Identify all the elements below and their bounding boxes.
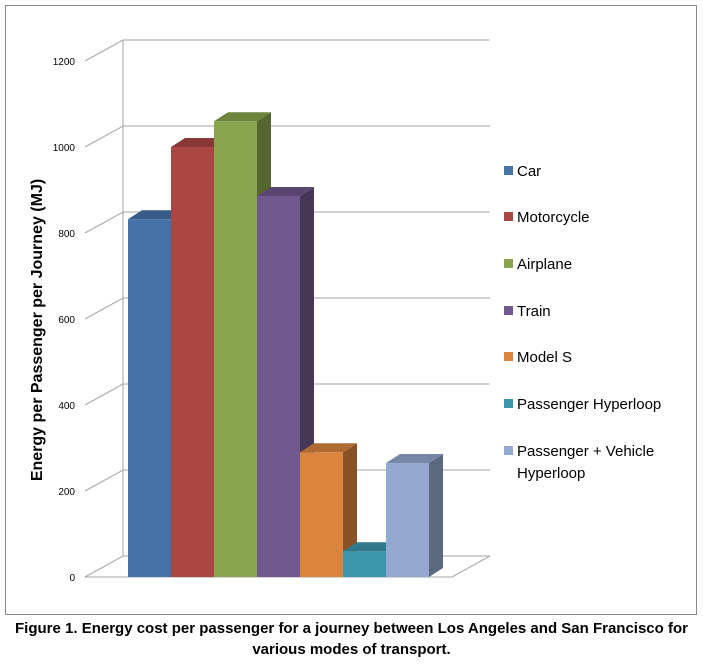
bars: [128, 112, 443, 578]
caption-line-2: various modes of transport.: [252, 641, 451, 658]
legend-label: Passenger + Vehicle: [517, 443, 654, 460]
y-tick-label: 1000: [53, 143, 76, 154]
legend-item: Passenger + Vehicle Hyperloop: [504, 443, 654, 482]
energy-bar-chart: 0 200 400 600 800 1000 1200 Car Motorcycle Airpl…: [29, 39, 661, 584]
figure-caption: Figure 1. Energy cost per passenger for …: [0, 618, 703, 660]
y-axis-label: Energy per Passenger per Journey (MJ): [29, 179, 46, 481]
legend-swatch: [504, 399, 513, 408]
y-tick-label: 800: [58, 229, 75, 240]
legend-label: Airplane: [517, 256, 572, 273]
gridline: [84, 125, 490, 148]
legend-swatch: [504, 166, 513, 175]
legend-label: Passenger Hyperloop: [517, 396, 661, 413]
legend-label: Hyperloop: [517, 465, 585, 482]
legend-item: Passenger Hyperloop: [504, 396, 661, 413]
legend-label: Model S: [517, 349, 572, 366]
legend-label: Train: [517, 303, 551, 320]
legend-swatch: [504, 212, 513, 221]
legend-label: Motorcycle: [517, 209, 590, 226]
bar-model-s: [300, 443, 357, 577]
legend-item: Model S: [504, 349, 572, 366]
y-axis-ticks: 0 200 400 600 800 1000 1200: [53, 57, 76, 584]
y-tick-label: 1200: [53, 57, 76, 68]
legend-swatch: [504, 352, 513, 361]
y-tick-label: 200: [58, 487, 75, 498]
legend-item: Train: [504, 303, 551, 320]
gridline: [84, 39, 490, 62]
y-tick-label: 400: [58, 401, 75, 412]
legend-swatch: [504, 446, 513, 455]
y-tick-label: 600: [58, 315, 75, 326]
y-tick-label: 0: [69, 573, 75, 584]
legend-swatch: [504, 306, 513, 315]
bar-passenger-vehicle-hyperloop: [386, 454, 443, 577]
legend-label: Car: [517, 163, 541, 180]
legend-swatch: [504, 259, 513, 268]
legend: Car Motorcycle Airplane Train Model S Passeng…: [504, 163, 661, 482]
legend-item: Car: [504, 163, 541, 180]
legend-item: Airplane: [504, 256, 572, 273]
caption-line-1: Figure 1. Energy cost per passenger for …: [15, 620, 688, 637]
legend-item: Motorcycle: [504, 209, 590, 226]
